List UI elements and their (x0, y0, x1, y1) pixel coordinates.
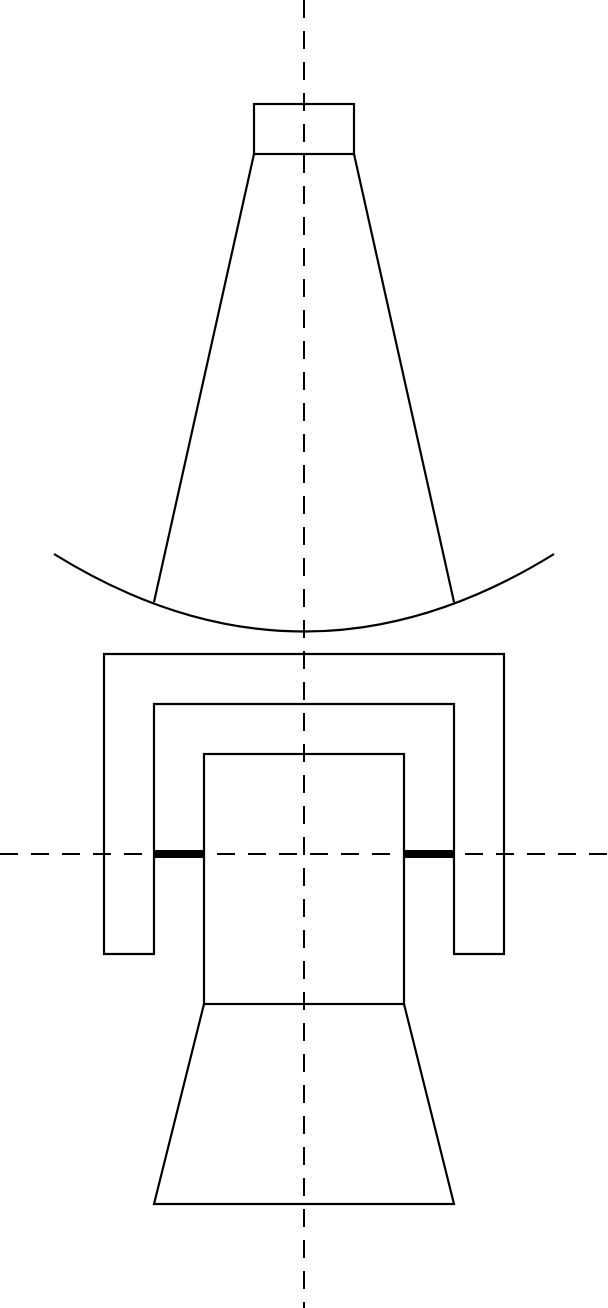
top-cap-block (252, 102, 356, 156)
curved-surface (53, 553, 555, 633)
outer-u-housing (102, 652, 506, 956)
upper-cone-right-edge (352, 153, 456, 603)
inner-block (202, 752, 406, 1006)
upper-cone-left-edge (152, 153, 256, 603)
lower-flared-base (152, 1003, 456, 1206)
